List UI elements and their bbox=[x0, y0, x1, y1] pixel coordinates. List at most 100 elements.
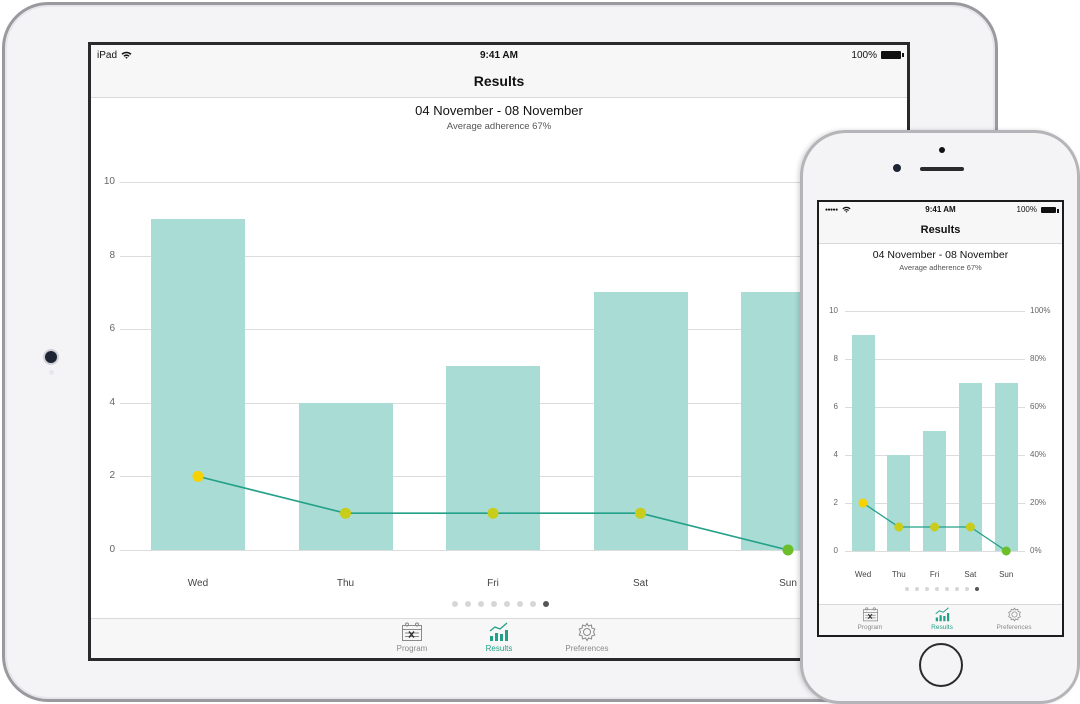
y-axis-tick: 2 bbox=[109, 470, 115, 482]
gridline bbox=[845, 359, 1025, 360]
chart-bar bbox=[958, 383, 982, 551]
page-dot[interactable] bbox=[452, 601, 458, 607]
tab-label: Results bbox=[931, 624, 953, 631]
chart-icon bbox=[934, 607, 949, 622]
page-dot[interactable] bbox=[955, 587, 959, 591]
y2-axis-tick: 40% bbox=[1030, 450, 1047, 459]
chart-header: 04 November - 08 November Average adhere… bbox=[819, 244, 1062, 272]
y2-axis-tick: 100% bbox=[1030, 306, 1051, 315]
iphone-speaker bbox=[920, 167, 964, 171]
page-dot[interactable] bbox=[975, 587, 979, 591]
tab-label: Preferences bbox=[996, 624, 1032, 631]
wifi-icon bbox=[121, 51, 132, 59]
tab-results[interactable]: Results bbox=[464, 622, 534, 653]
data-point[interactable] bbox=[340, 507, 351, 519]
page-indicator[interactable] bbox=[452, 601, 549, 607]
results-chart: 0 0% 2 20% 4 40% 6 60% 8 80% 10 100% Wed Thu Fri Sat Sun bbox=[819, 202, 1062, 635]
y-axis-tick: 8 bbox=[109, 249, 115, 261]
battery-icon bbox=[881, 51, 904, 59]
battery-percent: 100% bbox=[851, 49, 877, 61]
tab-label: Program bbox=[857, 624, 883, 631]
tab-preferences[interactable]: Preferences bbox=[552, 622, 622, 653]
nav-title: Results bbox=[91, 65, 907, 98]
page-dot[interactable] bbox=[543, 601, 549, 607]
gridline bbox=[845, 407, 1025, 408]
chart-header: 04 November - 08 November Average adhere… bbox=[91, 98, 907, 132]
chart-bar bbox=[593, 292, 688, 550]
page-dot[interactable] bbox=[945, 587, 949, 591]
page-dot[interactable] bbox=[915, 587, 919, 591]
x-axis-label: Thu bbox=[891, 570, 906, 579]
y-axis-tick: 0 bbox=[833, 546, 838, 555]
average-adherence: Average adherence 67% bbox=[899, 263, 982, 272]
y-axis-tick: 0 bbox=[109, 544, 115, 555]
calendar-icon bbox=[862, 607, 878, 622]
chart-bar bbox=[851, 335, 875, 551]
signal-icon: ●●●●● bbox=[825, 206, 838, 213]
date-range: 04 November - 08 November bbox=[415, 103, 583, 118]
data-point[interactable] bbox=[487, 507, 499, 519]
y-axis-tick: 8 bbox=[833, 354, 838, 363]
average-adherence: Average adherence 67% bbox=[446, 121, 552, 132]
data-point[interactable] bbox=[1001, 546, 1011, 556]
page-dot[interactable] bbox=[905, 587, 909, 591]
page-dot[interactable] bbox=[465, 601, 471, 607]
data-point[interactable] bbox=[965, 522, 975, 532]
x-axis-label: Fri bbox=[929, 570, 940, 579]
wifi-icon bbox=[842, 206, 851, 213]
carrier-label: iPad bbox=[97, 49, 118, 61]
ipad-camera bbox=[45, 351, 57, 363]
data-point[interactable] bbox=[192, 470, 204, 482]
chart-bar bbox=[298, 402, 393, 550]
gear-icon bbox=[578, 622, 596, 642]
page-dot[interactable] bbox=[478, 601, 484, 607]
x-axis-label: Sat bbox=[964, 570, 977, 579]
tab-bar: Program Results Preferences bbox=[819, 604, 1062, 635]
y-axis-tick: 2 bbox=[833, 498, 838, 507]
home-button[interactable] bbox=[919, 643, 963, 687]
tab-preferences[interactable]: Preferences bbox=[986, 607, 1042, 631]
page-dot[interactable] bbox=[925, 587, 929, 591]
iphone-screen: ●●●●● 9:41 AM 100% Results 04 November -… bbox=[817, 200, 1064, 637]
tab-bar: Program Results Preferences bbox=[91, 618, 907, 658]
chart-icon bbox=[489, 622, 508, 641]
data-point[interactable] bbox=[782, 544, 794, 556]
page-dot[interactable] bbox=[491, 601, 497, 607]
chart-bar bbox=[446, 366, 540, 550]
y2-axis-tick: 0% bbox=[1030, 546, 1042, 555]
y-axis-tick: 6 bbox=[833, 402, 838, 411]
tab-program[interactable]: Program bbox=[377, 622, 447, 653]
x-axis-label: Wed bbox=[854, 570, 872, 579]
data-point[interactable] bbox=[894, 522, 904, 532]
page-indicator[interactable] bbox=[905, 587, 979, 591]
tab-program[interactable]: Program bbox=[842, 607, 898, 631]
page-dot[interactable] bbox=[965, 587, 969, 591]
page-dot[interactable] bbox=[935, 587, 939, 591]
y-axis-tick: 10 bbox=[103, 176, 115, 187]
gridline bbox=[120, 550, 907, 551]
nav-title: Results bbox=[819, 217, 1062, 244]
data-point[interactable] bbox=[930, 522, 940, 532]
adherence-line bbox=[858, 498, 1011, 556]
x-axis-label: Wed bbox=[187, 578, 209, 589]
calendar-icon bbox=[402, 622, 422, 641]
date-range: 04 November - 08 November bbox=[872, 249, 1009, 261]
page-dot[interactable] bbox=[504, 601, 510, 607]
x-axis-label: Sun bbox=[779, 578, 797, 589]
tab-label: Preferences bbox=[565, 644, 609, 653]
gridline bbox=[120, 182, 907, 183]
x-axis-label: Sat bbox=[632, 578, 648, 589]
x-axis-label: Fri bbox=[487, 578, 499, 589]
page-dot[interactable] bbox=[517, 601, 523, 607]
page-dot[interactable] bbox=[530, 601, 536, 607]
tab-results[interactable]: Results bbox=[914, 607, 970, 631]
y2-axis-tick: 20% bbox=[1030, 498, 1047, 507]
gear-icon bbox=[1007, 607, 1021, 622]
y-axis-tick: 6 bbox=[109, 323, 115, 335]
data-point[interactable] bbox=[635, 507, 646, 519]
battery-icon bbox=[1041, 206, 1059, 213]
tab-label: Program bbox=[396, 644, 428, 653]
gridline bbox=[120, 329, 907, 331]
data-point[interactable] bbox=[858, 498, 868, 508]
